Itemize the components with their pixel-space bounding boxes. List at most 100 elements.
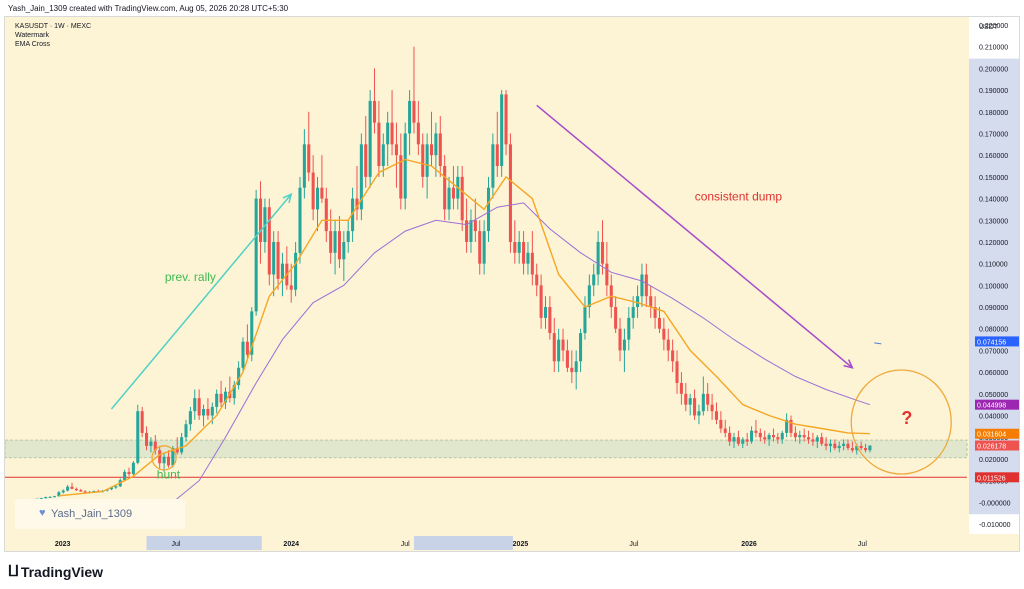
dump-arrow-head	[843, 359, 854, 369]
candle	[579, 333, 583, 362]
candle	[478, 231, 482, 264]
candle	[557, 339, 561, 362]
price-tick-label: 0.090000	[979, 305, 1008, 312]
candle	[412, 100, 416, 123]
annotation-label: consistent dump	[695, 190, 783, 204]
candle	[368, 100, 372, 177]
candle	[171, 448, 175, 466]
tradingview-logo[interactable]: ⨿ TradingView	[8, 563, 103, 580]
candle	[237, 367, 241, 386]
candle	[741, 439, 745, 444]
rally-arrow-head	[282, 192, 293, 204]
candle	[649, 296, 653, 308]
candle	[763, 437, 767, 440]
time-tick-label: 2025	[513, 541, 529, 548]
candle	[653, 307, 657, 318]
candle	[302, 144, 306, 188]
candle	[280, 263, 284, 279]
legend-ema-cross: EMA Cross	[15, 41, 51, 48]
time-tick-label: 2023	[55, 541, 71, 548]
candle	[473, 220, 477, 232]
price-tick-label: -0.010000	[979, 522, 1011, 529]
candle	[662, 328, 666, 340]
candle	[666, 339, 670, 351]
candle	[614, 307, 618, 329]
price-tick-label: 0.040000	[979, 414, 1008, 421]
hunt-circle	[151, 445, 177, 471]
candle	[714, 411, 719, 420]
candle	[364, 144, 368, 177]
time-range-highlight	[146, 536, 262, 550]
legend-watermark: Watermark	[15, 32, 49, 39]
candle	[728, 432, 732, 442]
candle	[232, 385, 236, 399]
candle	[539, 285, 543, 318]
candle	[631, 307, 635, 318]
price-chart[interactable]: prev. rally consistent dump hunt? 0.220000 0…	[5, 17, 1019, 551]
candle	[258, 198, 263, 242]
candle	[377, 122, 381, 167]
candle	[833, 443, 837, 449]
tradingview-logo-icon: ⨿	[8, 563, 19, 580]
candle	[543, 307, 548, 318]
candle	[223, 391, 227, 403]
price-tick-label: 0.130000	[979, 218, 1008, 225]
candle	[315, 187, 320, 210]
candle	[657, 317, 662, 329]
candle	[776, 437, 780, 440]
candle	[215, 393, 219, 407]
candle	[513, 241, 517, 253]
candle	[771, 435, 776, 438]
candle	[855, 445, 859, 451]
candle	[342, 241, 346, 260]
candle	[701, 393, 705, 412]
candle	[495, 144, 499, 167]
candle	[679, 382, 683, 394]
chart-frame[interactable]: prev. rally consistent dump hunt? 0.220000 0…	[4, 16, 1020, 552]
candle	[131, 462, 135, 475]
candle	[162, 456, 166, 464]
price-tick-label: 0.110000	[979, 262, 1008, 269]
candle	[219, 393, 223, 403]
candle	[92, 491, 96, 493]
candle	[136, 411, 140, 463]
candle	[561, 339, 565, 351]
annotation-label: prev. rally	[165, 270, 216, 284]
candle	[372, 100, 377, 123]
candle	[355, 198, 359, 210]
candle	[351, 198, 355, 232]
candle	[206, 409, 210, 416]
candle	[184, 424, 188, 438]
candle	[443, 166, 447, 210]
candle	[394, 144, 398, 156]
candle	[697, 411, 701, 416]
candle	[688, 398, 692, 405]
candle	[140, 411, 144, 433]
chart-header: Yash_Jain_1309 created with TradingView.…	[8, 4, 289, 13]
candle	[438, 133, 442, 167]
candles	[35, 46, 872, 500]
time-tick-label: 2024	[283, 541, 299, 548]
candle	[180, 437, 184, 453]
candle	[197, 398, 201, 416]
candle	[346, 231, 350, 242]
candle	[254, 198, 258, 312]
price-tick-label: 0.080000	[979, 327, 1008, 334]
candle	[333, 231, 337, 253]
annotation-label: ?	[901, 408, 912, 428]
time-tick-label: Jul	[172, 541, 181, 548]
candle	[276, 241, 280, 279]
price-tag-label: 0.044998	[977, 403, 1006, 410]
candle	[79, 490, 83, 492]
candle	[758, 432, 762, 438]
brand-name: TradingView	[20, 563, 104, 580]
candle	[745, 439, 749, 442]
candle	[267, 207, 271, 275]
rally-arrow	[110, 192, 293, 410]
candle	[574, 361, 578, 373]
candle	[850, 448, 854, 451]
candle	[719, 419, 723, 429]
candle	[250, 311, 254, 355]
candle	[482, 231, 486, 264]
candle	[732, 437, 736, 442]
